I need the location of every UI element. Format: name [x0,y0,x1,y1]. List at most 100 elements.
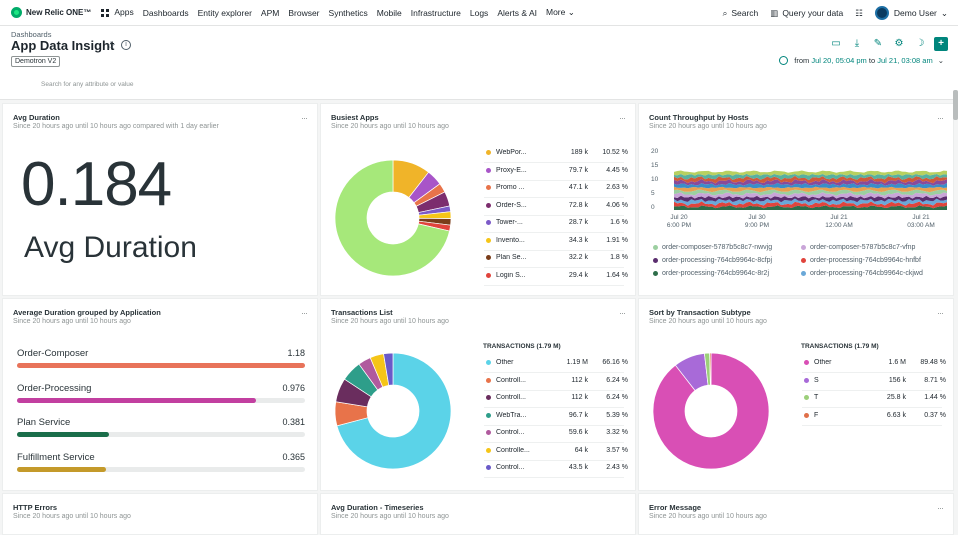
query-data-button[interactable]: ▥ Query your data [770,7,844,19]
area-series[interactable] [674,192,947,199]
time-picker[interactable]: from Jul 20, 05:04 pm to Jul 21, 03:08 a… [779,56,944,65]
bar-label: Order-Processing [17,382,92,394]
nav-logs[interactable]: Logs [469,7,489,18]
more-options-icon[interactable]: ··· [937,113,944,123]
user-menu[interactable]: Demo User ⌄ [874,6,948,20]
busiest-apps-donut[interactable] [333,158,453,278]
panel-subtitle: Since 20 hours ago until 10 hours ago [649,123,767,130]
add-widget-button[interactable]: + [934,37,948,51]
nav-alerts-ai[interactable]: Alerts & AI [497,7,537,18]
area-series[interactable] [674,195,947,203]
nav-mobile[interactable]: Mobile [376,7,402,18]
nav-more[interactable]: More ⌄ [546,7,575,17]
bar-track[interactable] [17,397,305,403]
host-legend-item[interactable]: order-composer-5787b5c8c7-vfnp [801,244,915,251]
legend-row[interactable]: Tower-... 28.7 k 1.6 % [486,219,628,226]
pie-slice[interactable] [652,352,770,470]
host-legend-item[interactable]: order-processing-764cb9964c-hnfbf [801,257,921,264]
y-tick: 5 [651,190,655,197]
pie-slice[interactable] [709,352,712,386]
new-relic-logo[interactable]: New Relic ONE™ [11,7,91,18]
subtype-donut[interactable] [651,351,771,471]
favorite-star-icon[interactable]: ☆ [106,40,116,52]
dashboard-tag[interactable]: Demotron V2 [11,56,61,67]
dark-mode-moon-icon[interactable]: ☽ [915,38,925,49]
nav-apps[interactable]: Apps [101,7,134,18]
filter-input[interactable]: Search for any attribute or value [41,81,134,88]
more-options-icon[interactable]: ··· [619,113,626,123]
legend-row[interactable]: Controll... 112 k 6.24 % [486,394,628,401]
legend-row[interactable]: Proxy-E... 79.7 k 4.45 % [486,167,628,174]
legend-row[interactable]: Promo ... 47.1 k 2.63 % [486,184,628,191]
search-button[interactable]: ⌕ Search [722,7,759,19]
pie-slice[interactable] [336,352,452,470]
legend-value: 6.63 k [886,411,906,419]
area-series[interactable] [674,186,947,193]
bar-track[interactable] [17,466,305,472]
transactions-donut[interactable] [333,351,453,471]
more-options-icon[interactable]: ··· [619,308,626,318]
area-series[interactable] [674,170,947,176]
area-series[interactable] [674,205,947,210]
more-options-icon[interactable]: ··· [937,503,944,513]
legend-row[interactable]: Controlle... 64 k 3.57 % [486,447,628,454]
legend-row[interactable]: Controll... 112 k 6.24 % [486,377,628,384]
more-options-icon[interactable]: ··· [937,308,944,318]
panel-subtitle: Since 20 hours ago until 10 hours ago [331,513,449,520]
legend-row[interactable]: Other 1.19 M 66.16 % [486,359,628,366]
pie-slice[interactable] [383,352,394,386]
legend-percent: 3.57 % [606,446,628,454]
area-series[interactable] [674,198,947,206]
page-scrollbar[interactable] [953,90,958,120]
info-icon[interactable]: i [121,40,131,50]
bar-track[interactable] [17,432,305,437]
legend-row[interactable]: WebTra... 96.7 k 5.39 % [486,412,628,419]
panel-title: Error Message [649,503,702,512]
area-series[interactable] [674,182,947,189]
bar-value: 0.976 [282,382,305,393]
download-icon[interactable]: ⤓ [854,38,860,49]
tv-mode-icon[interactable]: ▭ [831,38,841,49]
legend-row[interactable]: WebPor... 189 k 10.52 % [486,149,628,156]
nav-synthetics[interactable]: Synthetics [328,7,368,18]
host-legend-item[interactable]: order-composer-5787b5c8c7-nwvjg [653,244,772,251]
area-series[interactable] [674,201,947,209]
legend-divider [802,424,942,426]
filter-bar[interactable]: Search for any attribute or value [0,76,958,98]
feedback-button[interactable]: ☷ [855,8,863,19]
nav-browser[interactable]: Browser [288,7,320,18]
area-series[interactable] [674,173,947,181]
nav-dashboards[interactable]: Dashboards [142,7,189,18]
legend-row[interactable]: T 25.8 k 1.44 % [804,394,946,401]
legend-name: Tower-... [496,219,523,226]
area-series[interactable] [674,175,947,184]
bar-fill [17,363,305,368]
host-legend-item[interactable]: order-processing-764cb9964c-8cfpj [653,257,772,264]
nav-infrastructure[interactable]: Infrastructure [410,7,461,18]
legend-row[interactable]: Login S... 29.4 k 1.64 % [486,272,628,279]
legend-row[interactable]: F 6.63 k 0.37 % [804,412,946,419]
nav-entity-explorer[interactable]: Entity explorer [197,7,252,18]
settings-gear-icon[interactable]: ⚙ [894,38,904,49]
edit-pencil-icon[interactable]: ✎ [873,38,883,49]
host-legend-item[interactable]: order-processing-764cb9964c-ckjwd [801,270,923,277]
throughput-area-chart[interactable] [674,150,947,210]
bar-track[interactable] [17,363,305,368]
legend-row[interactable]: Plan Se... 32.2 k 1.8 % [486,254,628,261]
breadcrumb[interactable]: Dashboards [11,30,52,39]
more-options-icon[interactable]: ··· [301,113,308,123]
legend-row[interactable]: S 156 k 8.71 % [804,377,946,384]
nav-apm[interactable]: APM [260,7,280,18]
legend-row[interactable]: Control... 59.6 k 3.32 % [486,429,628,436]
panel-subtitle: Since 20 hours ago until 10 hours ago [649,513,767,520]
legend-row[interactable]: Invento... 34.3 k 1.91 % [486,237,628,244]
legend-row[interactable]: Order-S... 72.8 k 4.06 % [486,202,628,209]
more-options-icon[interactable]: ··· [301,308,308,318]
legend-row[interactable]: Other 1.6 M 89.48 % [804,359,946,366]
pie-slice[interactable] [334,159,450,277]
area-series[interactable] [674,178,947,186]
area-series[interactable] [674,189,947,196]
host-legend-item[interactable]: order-processing-764cb9964c-8r2j [653,270,769,277]
feedback-icon: ☷ [855,7,863,18]
legend-row[interactable]: Control... 43.5 k 2.43 % [486,464,628,471]
